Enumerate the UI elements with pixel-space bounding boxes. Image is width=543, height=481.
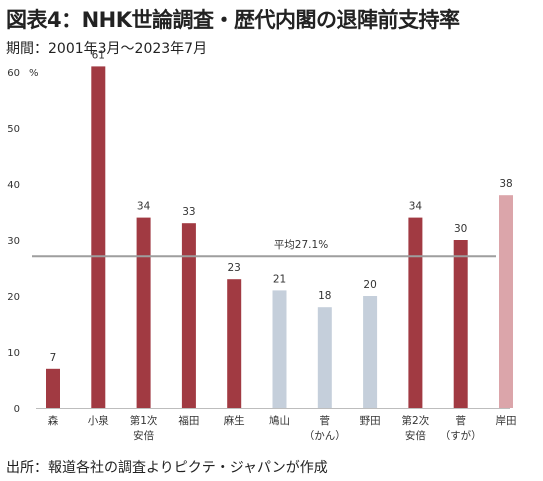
x-tick-label-line: 菅 bbox=[455, 415, 466, 427]
y-tick-label: 40 bbox=[7, 180, 20, 191]
x-tick-label-line: 第2次 bbox=[402, 414, 430, 427]
x-tick-label-line: 野田 bbox=[360, 415, 381, 427]
x-tick-label: 第2次安倍 bbox=[402, 414, 430, 442]
data-label: 34 bbox=[137, 201, 151, 213]
x-axis: 森 小泉 第1次安倍 福田 麻生 鳩山 菅 （かん） 野田 第2次安倍 菅 （すが） 岸田 bbox=[36, 408, 517, 442]
data-label: 61 bbox=[92, 49, 105, 61]
bar bbox=[317, 307, 332, 408]
x-tick-label: 菅 （かん） bbox=[304, 415, 346, 442]
bar bbox=[227, 279, 242, 408]
x-tick-label-line: 鳩山 bbox=[269, 414, 290, 427]
y-unit-label: % bbox=[29, 68, 39, 79]
bar bbox=[408, 217, 423, 408]
y-axis: 0 10 20 30 40 50 60% bbox=[7, 68, 38, 415]
average-line-group: 平均27.1% bbox=[32, 239, 496, 258]
x-tick-label-line: 小泉 bbox=[88, 414, 109, 427]
data-label: 20 bbox=[363, 279, 376, 291]
x-tick-label-line: 安倍 bbox=[133, 429, 154, 442]
y-tick-label: 60 bbox=[7, 68, 20, 79]
y-tick-label: 20 bbox=[7, 292, 20, 303]
average-label: 平均27.1% bbox=[274, 239, 328, 251]
x-tick-label: 麻生 bbox=[224, 414, 245, 427]
data-label: 33 bbox=[182, 206, 195, 218]
data-label: 18 bbox=[318, 290, 331, 302]
bar bbox=[499, 195, 513, 408]
x-tick-label: 菅 （すが） bbox=[440, 415, 482, 442]
bar bbox=[46, 368, 60, 408]
data-label: 7 bbox=[50, 352, 57, 364]
bar bbox=[453, 240, 468, 408]
y-tick-label: 50 bbox=[7, 124, 20, 135]
y-tick-label: 30 bbox=[7, 236, 20, 247]
y-tick-label: 10 bbox=[7, 348, 20, 359]
x-tick-label-line: （かん） bbox=[304, 430, 346, 442]
bar bbox=[91, 66, 106, 409]
x-tick-label-line: 福田 bbox=[178, 414, 199, 427]
x-tick-label-line: 森 bbox=[48, 414, 59, 427]
x-tick-label-line: 岸田 bbox=[496, 415, 517, 427]
x-tick-label-line: 安倍 bbox=[405, 429, 426, 442]
x-tick-label: 鳩山 bbox=[269, 414, 290, 427]
bar bbox=[181, 223, 196, 408]
bar bbox=[363, 296, 378, 408]
x-tick-label: 第1次安倍 bbox=[130, 414, 158, 442]
bars: 7 61 34 33 23 21 18 20 34 30 38 bbox=[46, 49, 513, 409]
bar bbox=[272, 290, 287, 408]
x-tick-label: 野田 bbox=[360, 415, 381, 427]
x-tick-label: 岸田 bbox=[496, 415, 517, 427]
data-label: 38 bbox=[499, 178, 512, 190]
bar bbox=[136, 217, 151, 408]
x-tick-label-line: 麻生 bbox=[224, 414, 245, 427]
chart-title: 図表4：NHK世論調査・歴代内閣の退陣前支持率 bbox=[6, 8, 460, 32]
y-tick-label: 0 bbox=[14, 404, 20, 415]
data-label: 21 bbox=[273, 273, 286, 285]
x-tick-label: 森 bbox=[48, 414, 59, 427]
data-label: 30 bbox=[454, 223, 467, 235]
data-label: 23 bbox=[228, 262, 241, 274]
x-tick-label: 福田 bbox=[178, 414, 199, 427]
x-tick-label-line: （すが） bbox=[440, 429, 482, 442]
data-label: 34 bbox=[409, 201, 423, 213]
x-tick-label: 小泉 bbox=[88, 414, 109, 427]
x-tick-label-line: 菅 bbox=[320, 415, 331, 427]
source-note: 出所：報道各社の調査よりピクテ・ジャパンが作成 bbox=[6, 460, 328, 476]
x-tick-label-line: 第1次 bbox=[130, 414, 158, 427]
chart-period: 期間：2001年3月～2023年7月 bbox=[6, 41, 208, 57]
